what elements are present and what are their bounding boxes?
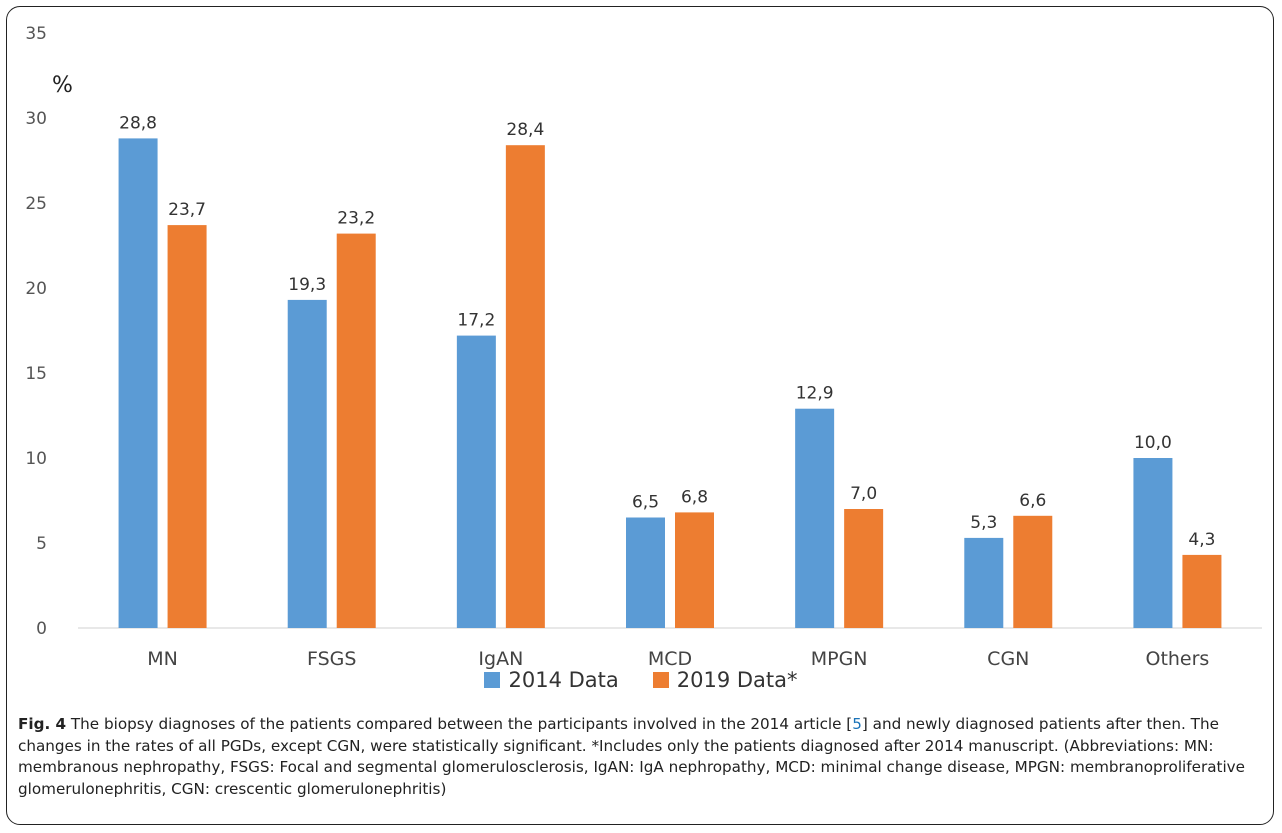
legend-item: 2014 Data <box>484 668 619 692</box>
data-label: 6,5 <box>632 493 659 513</box>
y-tick-label: 15 <box>25 364 47 384</box>
x-tick-label: MN <box>147 648 178 670</box>
bar-2019 <box>167 225 207 628</box>
y-tick-label: 5 <box>36 534 47 554</box>
x-tick-label: FSGS <box>307 648 356 670</box>
y-tick-label: 20 <box>25 279 47 299</box>
y-tick-label: 25 <box>25 194 47 214</box>
bar-2019 <box>675 512 714 628</box>
x-tick-label: MCD <box>648 648 692 670</box>
x-tick-label: CGN <box>987 648 1029 670</box>
bar-2014 <box>118 138 158 628</box>
data-label: 4,3 <box>1188 530 1215 550</box>
legend-swatch <box>652 672 669 688</box>
legend-label: 2014 Data <box>508 668 619 692</box>
data-label: 19,3 <box>288 275 326 295</box>
bar-2014 <box>795 408 835 628</box>
data-label: 6,8 <box>681 487 708 507</box>
figure-frame <box>6 6 1274 825</box>
y-tick-label: 10 <box>25 449 47 469</box>
bar-2019 <box>1182 554 1222 628</box>
caption-text-2: ] and newly diagnosed patients after the… <box>18 715 1246 798</box>
data-label: 7,0 <box>850 484 877 504</box>
bar-2014 <box>626 517 665 628</box>
y-tick-label: 30 <box>25 109 47 129</box>
legend-label: 2019 Data* <box>676 668 798 692</box>
data-label: 23,7 <box>168 200 206 220</box>
figure-caption: Fig. 4 The biopsy diagnoses of the patie… <box>18 714 1266 800</box>
data-label: 17,2 <box>457 311 495 331</box>
chart-legend: 2014 Data 2019 Data* <box>0 668 1282 692</box>
bar-2019 <box>505 145 545 628</box>
y-tick-label: 35 <box>25 24 47 44</box>
data-label: 6,6 <box>1019 491 1046 511</box>
bar-2014 <box>964 537 1004 628</box>
bar-2014 <box>287 299 327 628</box>
data-label: 28,4 <box>506 120 544 140</box>
bar-chart: 0 5 10 15 20 25 30 35% MN 28,8 23,7 FSGS 19,3 23,2 IgA… <box>25 24 1262 670</box>
bar-2014 <box>456 335 496 628</box>
bar-2019 <box>1013 515 1053 628</box>
bar-2019 <box>844 509 884 628</box>
figure-label: Fig. 4 <box>18 715 67 733</box>
bar-2014 <box>1133 458 1173 628</box>
data-label: 10,0 <box>1134 433 1172 453</box>
data-label: 12,9 <box>796 384 834 404</box>
data-label: 5,3 <box>970 513 997 533</box>
x-tick-label: IgAN <box>478 648 523 670</box>
data-label: 23,2 <box>337 209 375 229</box>
y-axis-label: % <box>52 73 73 98</box>
y-tick-label: 0 <box>36 619 47 639</box>
caption-text-1: The biopsy diagnoses of the patients com… <box>66 715 853 733</box>
data-label: 28,8 <box>119 113 157 133</box>
legend-item: 2019 Data* <box>652 668 798 692</box>
reference-link[interactable]: 5 <box>852 715 862 733</box>
bar-2019 <box>336 233 376 628</box>
legend-swatch <box>484 672 501 688</box>
x-tick-label: Others <box>1145 648 1209 670</box>
x-tick-label: MPGN <box>811 648 868 670</box>
